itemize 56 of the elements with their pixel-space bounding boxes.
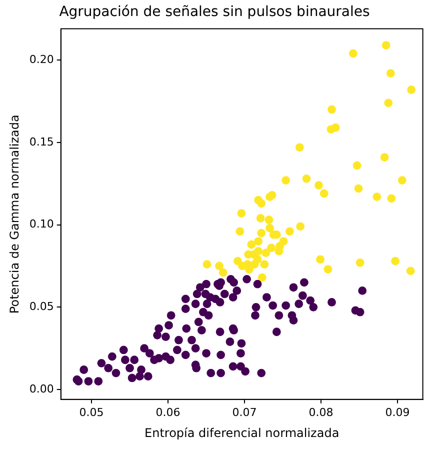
point	[354, 184, 363, 193]
point	[320, 189, 328, 198]
x-tick-label: 0.07	[232, 406, 257, 419]
y-tick-label: 0.10	[29, 218, 54, 231]
point	[407, 86, 416, 94]
x-tick-label: 0.05	[79, 406, 104, 419]
point	[372, 192, 382, 202]
x-axis-title: Entropía diferencial normalizada	[144, 426, 340, 440]
point	[256, 214, 265, 222]
point	[202, 260, 212, 269]
point	[257, 228, 266, 238]
point	[391, 256, 400, 266]
point	[398, 176, 406, 185]
point	[262, 248, 270, 258]
y-axis-title: Potencia de Gamma normalizada	[7, 114, 22, 314]
point	[247, 240, 256, 249]
point	[386, 69, 395, 78]
point	[218, 268, 228, 277]
point	[384, 98, 393, 108]
point	[382, 41, 390, 50]
point	[302, 174, 311, 183]
chart-title: Agrupación de señales sin pulsos binaurales	[59, 4, 370, 20]
point	[356, 258, 364, 267]
point	[380, 153, 389, 162]
point	[215, 262, 224, 270]
point	[324, 265, 332, 274]
point	[387, 194, 396, 203]
y-tick-label: 0.05	[29, 300, 54, 314]
point	[266, 224, 274, 232]
point	[348, 49, 358, 58]
point	[267, 244, 276, 252]
point	[237, 209, 246, 218]
y-tick-label: 0.00	[29, 382, 54, 396]
point	[406, 266, 415, 276]
point	[264, 216, 274, 224]
point	[296, 222, 305, 231]
x-tick-label: 0.06	[156, 406, 180, 419]
point	[260, 260, 269, 269]
point	[257, 199, 266, 208]
x-tick-label: 0.08	[308, 406, 334, 419]
point	[285, 227, 294, 236]
y-tick-label: 0.15	[29, 135, 54, 148]
point	[328, 105, 336, 114]
x-tick-label: 0.09	[385, 406, 410, 419]
point	[352, 161, 362, 170]
point	[258, 273, 266, 282]
point	[268, 190, 276, 200]
point	[254, 237, 262, 246]
point	[316, 255, 324, 264]
point	[282, 176, 290, 185]
point	[236, 227, 244, 236]
point	[331, 123, 340, 132]
point	[314, 181, 323, 190]
point	[250, 260, 259, 269]
point	[295, 143, 304, 152]
y-tick-label: 0.20	[29, 52, 54, 66]
